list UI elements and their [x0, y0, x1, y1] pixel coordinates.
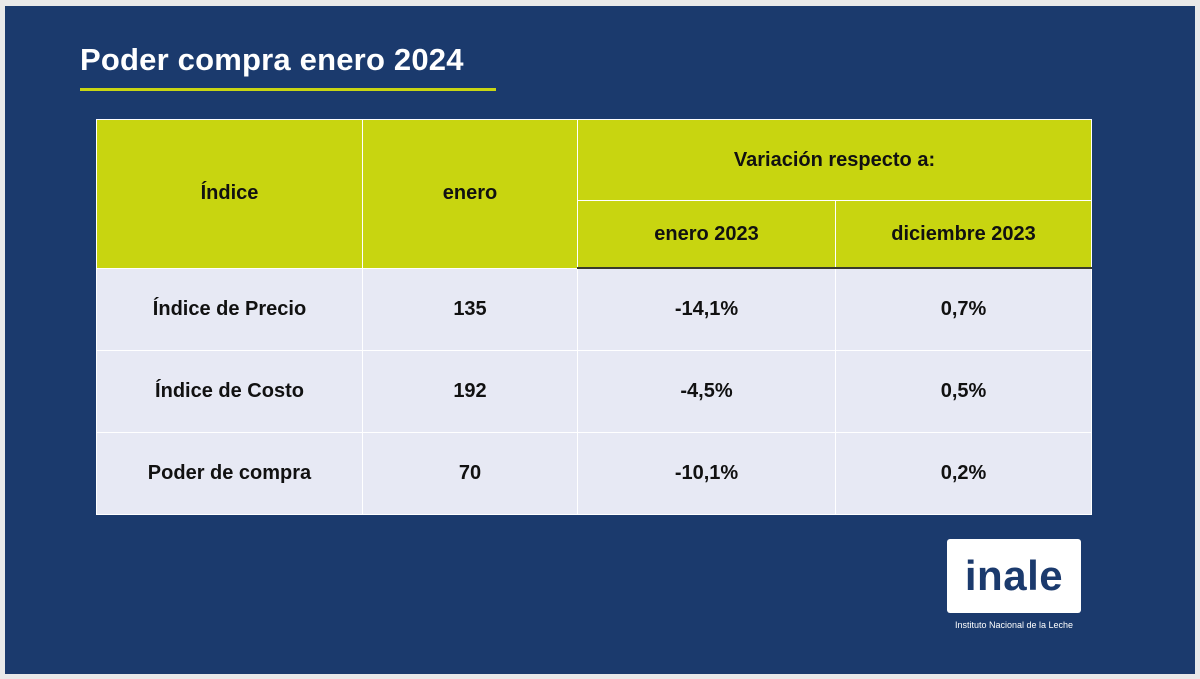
header-enero: enero — [362, 119, 578, 269]
row-var-diciembre-2023: 0,7% — [834, 267, 1093, 351]
logo-subtitle: Instituto Nacional de la Leche — [954, 620, 1074, 630]
page-title: Poder compra enero 2024 — [80, 42, 464, 77]
slide: Poder compra enero 2024 Índice enero Var… — [5, 6, 1195, 674]
row-var-enero-2023: -14,1% — [577, 267, 836, 351]
title-underline — [80, 88, 496, 91]
row-var-enero-2023: -10,1% — [577, 432, 836, 515]
table-row: Poder de compra 70 -10,1% 0,2% — [96, 432, 1093, 515]
row-enero: 135 — [362, 267, 578, 351]
table-row: Índice de Precio 135 -14,1% 0,7% — [96, 267, 1093, 351]
row-enero: 70 — [362, 432, 578, 515]
row-var-enero-2023: -4,5% — [577, 350, 836, 433]
inale-logo: inale — [947, 539, 1081, 613]
row-indice: Índice de Precio — [96, 267, 363, 351]
logo-text: inale — [964, 552, 1064, 599]
row-indice: Poder de compra — [96, 432, 363, 515]
table-row: Índice de Costo 192 -4,5% 0,5% — [96, 350, 1093, 433]
row-var-diciembre-2023: 0,5% — [834, 350, 1093, 433]
purchasing-power-table: Índice enero Variación respecto a: enero… — [96, 119, 1093, 515]
row-enero: 192 — [362, 350, 578, 433]
header-indice: Índice — [96, 119, 363, 269]
row-var-diciembre-2023: 0,2% — [834, 432, 1093, 515]
header-enero-2023: enero 2023 — [577, 200, 836, 269]
row-indice: Índice de Costo — [96, 350, 363, 433]
header-variacion: Variación respecto a: — [576, 119, 1093, 201]
header-diciembre-2023: diciembre 2023 — [834, 200, 1093, 269]
